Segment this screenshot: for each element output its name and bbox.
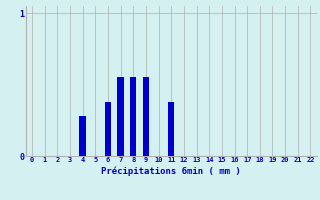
X-axis label: Précipitations 6min ( mm ): Précipitations 6min ( mm ) [101,166,241,176]
Bar [130,77,136,156]
Bar [79,116,86,156]
Bar [143,77,149,156]
Bar [168,102,174,156]
Bar [105,102,111,156]
Bar [117,77,124,156]
